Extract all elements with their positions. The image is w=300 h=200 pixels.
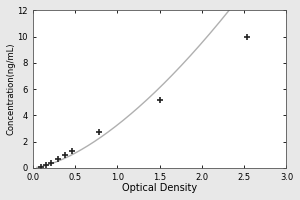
Y-axis label: Concentration(ng/mL): Concentration(ng/mL)	[7, 43, 16, 135]
X-axis label: Optical Density: Optical Density	[122, 183, 197, 193]
